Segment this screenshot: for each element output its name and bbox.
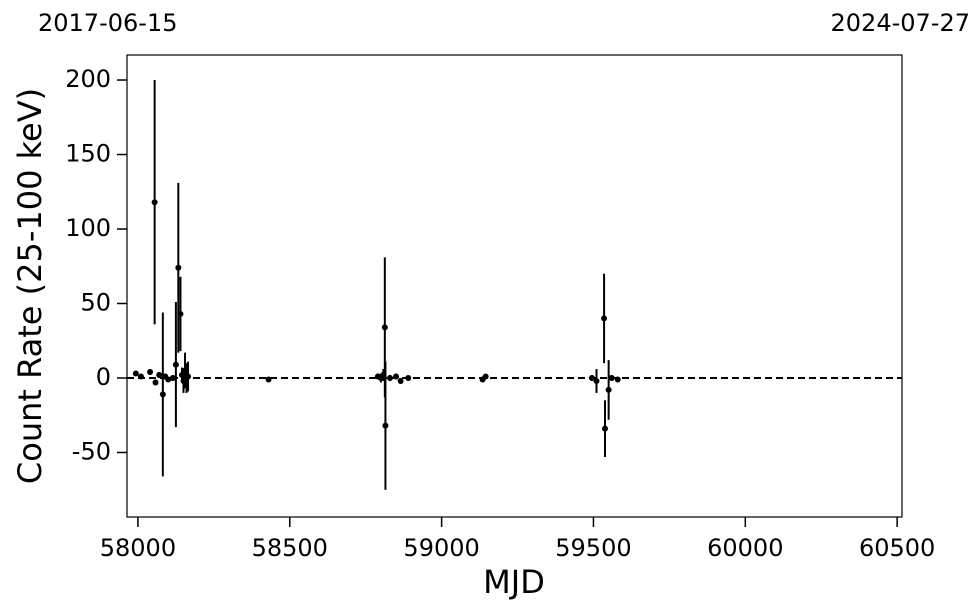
y-tick-label: 50 (80, 289, 111, 317)
data-point (405, 374, 412, 381)
data-point (159, 391, 166, 398)
data-point (151, 199, 158, 206)
data-point (386, 374, 393, 381)
data-point (175, 264, 182, 271)
data-point (608, 374, 615, 381)
data-point (169, 374, 176, 381)
start-date: 2017-06-15 (38, 9, 177, 37)
data-point (393, 373, 400, 380)
x-tick-label: 58000 (100, 534, 176, 562)
data-point (147, 369, 154, 376)
plot-frame (126, 54, 903, 518)
data-point (165, 376, 172, 383)
end-date: 2024-07-27 (831, 9, 970, 37)
data-point (177, 310, 184, 317)
y-tick-label: 150 (65, 140, 111, 168)
x-tick-label: 60000 (707, 534, 783, 562)
data-point (382, 422, 389, 429)
data-point (185, 373, 192, 380)
data-point (601, 315, 608, 322)
y-axis-label: Count Rate (25-100 keV) (11, 88, 49, 484)
x-tick-label: 59500 (555, 534, 631, 562)
x-tick-label: 59000 (403, 534, 479, 562)
data-point (137, 373, 144, 380)
data-point (172, 361, 179, 368)
data-point (156, 372, 163, 379)
data-point (482, 373, 489, 380)
x-axis-label: MJD (483, 563, 545, 601)
x-tick-label: 60500 (859, 534, 935, 562)
y-tick-label: 200 (65, 65, 111, 93)
y-tick-label: 100 (65, 214, 111, 242)
y-tick-label: 0 (96, 363, 111, 391)
data-point (397, 377, 404, 384)
data-point (588, 374, 595, 381)
data-point (614, 376, 621, 383)
data-point (152, 379, 159, 386)
data-point (132, 370, 139, 377)
data-point (381, 324, 388, 331)
data-point (593, 377, 600, 384)
y-tick-label: -50 (72, 437, 111, 465)
data-point (601, 425, 608, 432)
data-point (605, 386, 612, 393)
x-tick-label: 58500 (252, 534, 328, 562)
data-point (265, 376, 272, 383)
